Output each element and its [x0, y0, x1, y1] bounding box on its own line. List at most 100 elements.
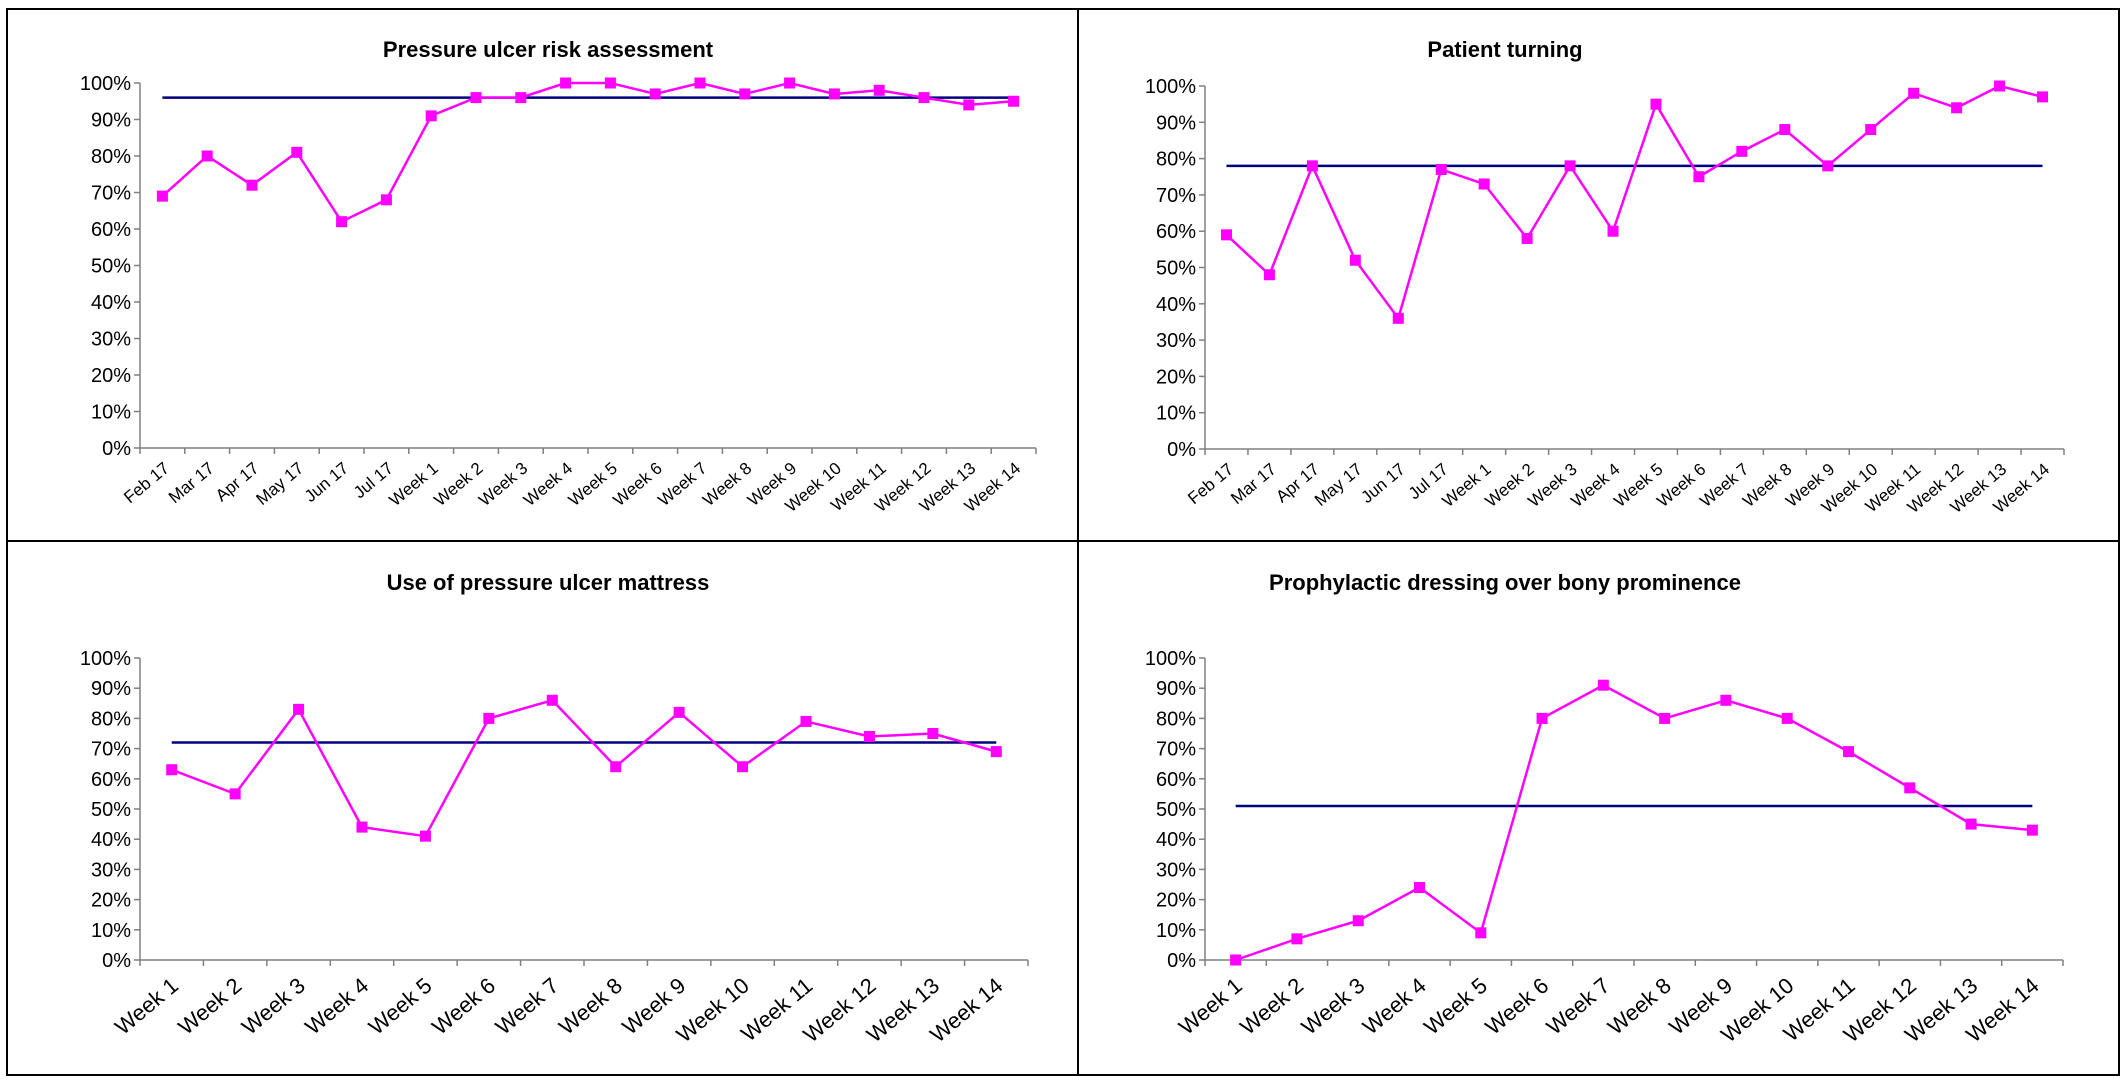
data-point [1230, 954, 1242, 966]
data-point [1564, 160, 1576, 172]
data-point [1435, 163, 1447, 175]
x-tick-label: Feb 17 [120, 459, 173, 508]
data-point [1822, 160, 1834, 172]
y-tick-label: 70% [1156, 739, 1196, 761]
data-point [2037, 91, 2049, 103]
data-point [483, 712, 495, 724]
y-tick-label: 0% [102, 438, 131, 460]
x-tick-label: Feb 17 [1184, 460, 1237, 509]
data-point [784, 77, 796, 89]
x-tick-label: Mar 17 [1227, 460, 1280, 509]
y-tick-label: 50% [91, 799, 131, 821]
x-tick-label: Week 1 [110, 973, 183, 1040]
data-point [610, 761, 622, 773]
data-point [673, 706, 685, 718]
y-tick-label: 30% [91, 329, 131, 351]
data-point [990, 746, 1002, 758]
data-point [828, 88, 840, 100]
y-tick-label: 90% [1156, 112, 1196, 134]
y-tick-label: 50% [1156, 258, 1196, 280]
data-point [515, 92, 527, 104]
x-tick-label: Week 5 [364, 973, 437, 1040]
y-tick-label: 60% [1156, 769, 1196, 791]
data-point [156, 190, 168, 202]
data-point [1781, 712, 1793, 724]
y-tick-label: 40% [91, 292, 131, 314]
data-point [737, 761, 749, 773]
data-point [470, 92, 482, 104]
chart-prophylactic-dressing: Prophylactic dressing over bony prominen… [1145, 570, 2064, 1047]
chart-panel-patient-turning: Patient turning 0% 10% 20% 30% 40% 50% 60% 70% 80… [1081, 12, 2115, 536]
x-tick-label: Week 1 [1174, 973, 1247, 1040]
y-tick-label: 60% [1156, 221, 1196, 243]
data-point [201, 150, 213, 162]
data-point [1349, 254, 1361, 266]
data-point [1659, 712, 1671, 724]
y-tick-label: 40% [91, 829, 131, 851]
data-point [1220, 229, 1232, 241]
x-tick-label: Week 5 [565, 459, 621, 510]
y-tick-label: 100% [80, 648, 131, 670]
x-tick-label: Week 1 [386, 459, 442, 510]
x-tick-label: May 17 [252, 459, 307, 509]
x-tick-label: Week 3 [475, 459, 531, 510]
data-point [380, 194, 392, 206]
data-point [293, 703, 305, 715]
data-point [1536, 712, 1548, 724]
x-tick-label: Week 14 [925, 973, 1007, 1048]
chart-mattress: Use of pressure ulcer mattress 0% 10% 20% 30… [80, 570, 1029, 1048]
y-tick-label: 40% [1156, 829, 1196, 851]
series-line [161, 81, 1014, 224]
y-tick-label: 90% [91, 678, 131, 700]
y-tick-label: 60% [91, 219, 131, 241]
series-line [1235, 683, 2033, 962]
chart-title: Pressure ulcer risk assessment [383, 37, 714, 62]
x-tick-label: Week 7 [491, 973, 564, 1040]
data-point [927, 728, 939, 739]
data-point [1994, 80, 2006, 92]
y-tick-label: 10% [91, 402, 131, 424]
data-point [425, 110, 437, 122]
data-point [1306, 160, 1318, 172]
y-tick-label: 90% [1156, 678, 1196, 700]
y-tick-label: 70% [91, 739, 131, 761]
y-tick-label: 0% [102, 950, 131, 972]
data-point [604, 77, 616, 89]
chart-title: Prophylactic dressing over bony prominen… [1269, 570, 1741, 595]
data-point [1720, 694, 1732, 706]
y-tick-label: 80% [91, 146, 131, 168]
y-tick-label: 20% [91, 890, 131, 912]
series-line [1225, 84, 2043, 322]
x-tick-label: Week 4 [520, 459, 576, 510]
data-point [1693, 171, 1705, 183]
data-point [963, 99, 975, 111]
y-tick-label: 30% [1156, 330, 1196, 352]
chart-panel-prophylactic-dressing: Prophylactic dressing over bony prominen… [1081, 544, 2115, 1072]
data-point [1736, 145, 1748, 157]
y-tick-label: 30% [91, 859, 131, 881]
y-tick-label: 50% [91, 256, 131, 278]
x-tick-label: Week 4 [1358, 973, 1431, 1040]
data-point [1843, 746, 1854, 758]
x-tick-label: Jun 17 [301, 459, 352, 506]
y-tick-label: 50% [1156, 799, 1196, 821]
data-point [1965, 818, 1977, 830]
data-point [863, 731, 875, 743]
chart-title: Patient turning [1427, 37, 1582, 62]
x-tick-label: Week 6 [610, 459, 666, 510]
x-tick-label: May 17 [1311, 460, 1366, 510]
y-tick-label: 80% [1156, 708, 1196, 730]
data-point [1478, 178, 1490, 190]
data-point [1414, 882, 1425, 894]
data-point [419, 830, 431, 842]
y-tick-label: 20% [1156, 366, 1196, 388]
data-point [873, 84, 885, 96]
y-tick-label: 90% [91, 110, 131, 132]
data-point [1263, 269, 1275, 281]
data-point [166, 764, 178, 776]
horizontal-divider [6, 540, 2120, 542]
x-tick-label: Week 6 [427, 973, 500, 1040]
y-tick-label: 20% [1156, 890, 1196, 912]
data-point [1475, 927, 1487, 939]
chart-title: Use of pressure ulcer mattress [387, 570, 710, 595]
